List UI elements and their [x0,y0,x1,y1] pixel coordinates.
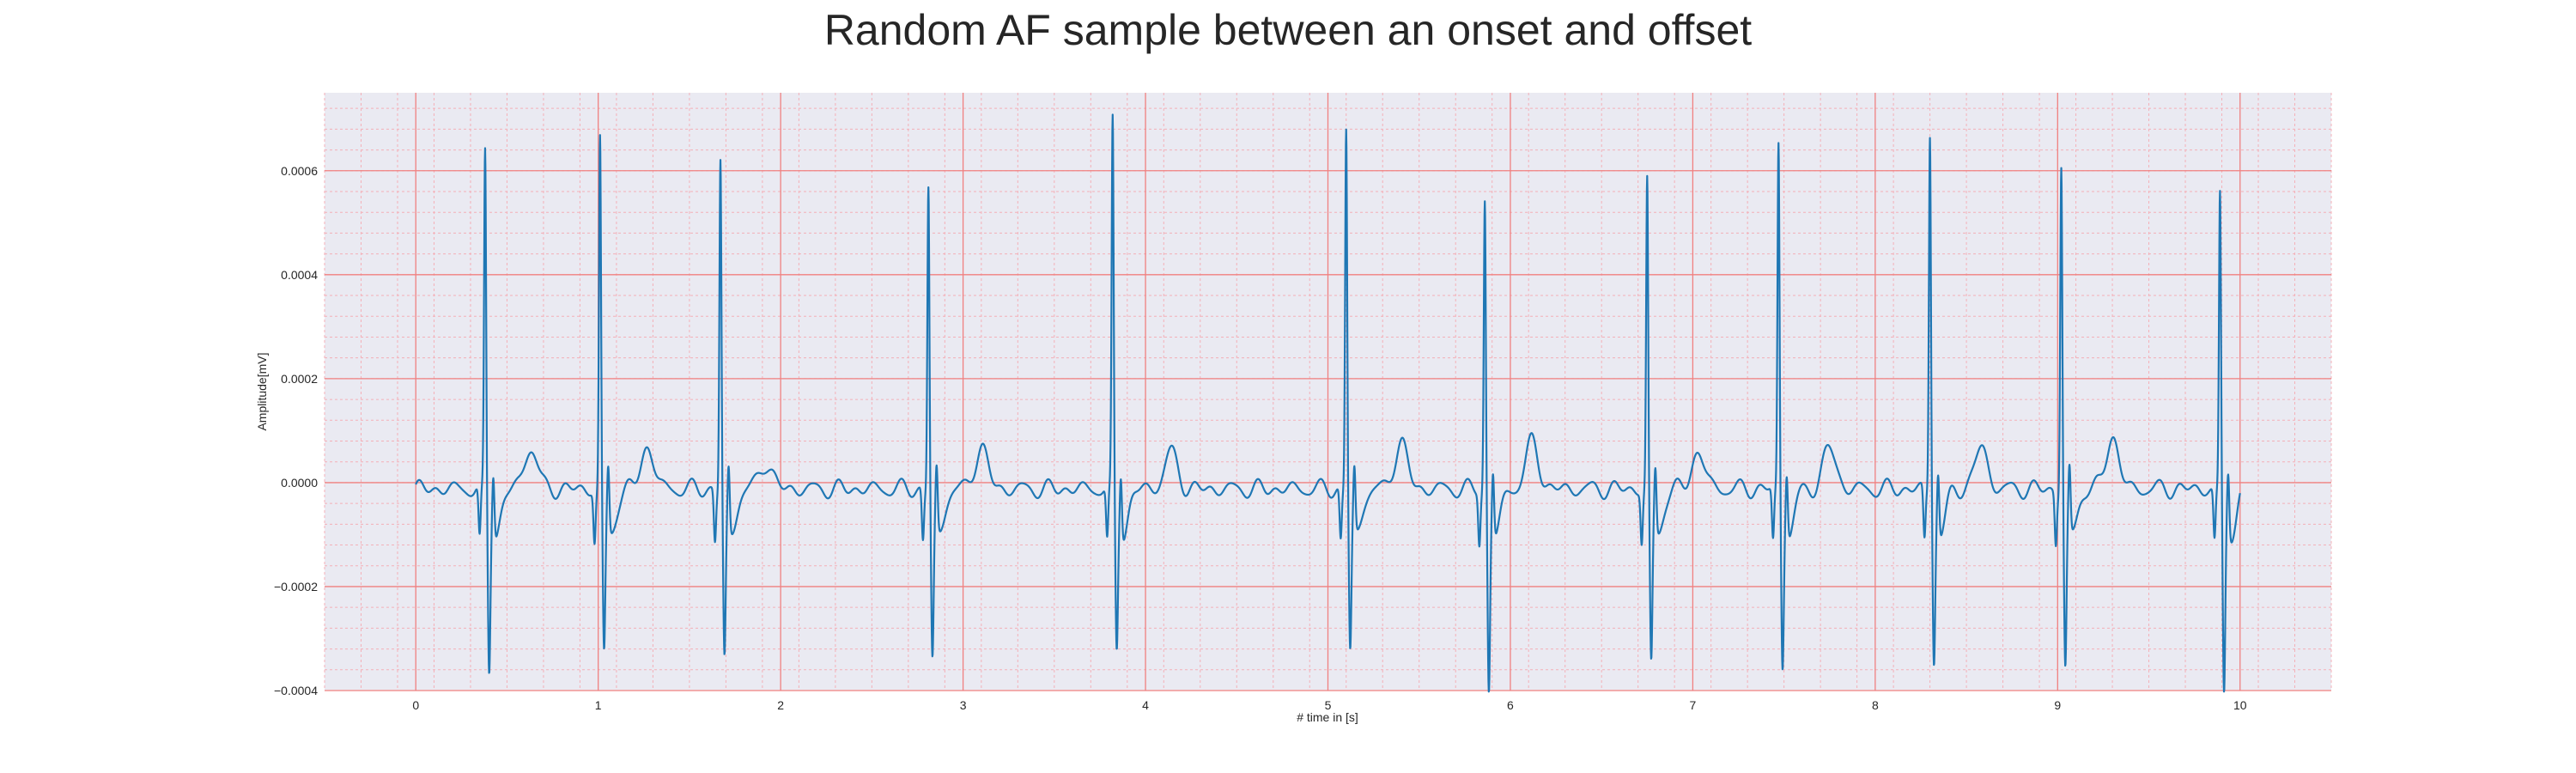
x-tick-label: 4 [1142,698,1149,712]
y-tick-label: −0.0002 [274,580,318,593]
x-tick-label: 2 [777,698,784,712]
y-tick-label: 0.0004 [281,268,318,282]
chart-title: Random AF sample between an onset and of… [823,6,1753,54]
x-axis-ticks: 0 1 2 3 4 5 6 7 8 9 10 [412,698,2246,712]
x-tick-label: 3 [960,698,967,712]
x-axis-label: # time in [s] [1297,710,1358,724]
x-tick-label: 7 [1690,698,1697,712]
y-tick-label: −0.0004 [274,684,318,697]
y-axis-label: Amplitude[mV] [255,352,269,430]
x-tick-label: 8 [1872,698,1879,712]
x-tick-label: 0 [412,698,419,712]
x-tick-label: 6 [1507,698,1514,712]
y-axis-ticks: −0.0004 −0.0002 0.0000 0.0002 0.0004 0.0006 [274,164,318,697]
x-tick-label: 10 [2233,698,2247,712]
y-tick-label: 0.0006 [281,164,318,178]
ecg-signal-line [415,113,2241,693]
x-tick-label: 5 [1325,698,1332,712]
y-tick-label: 0.0002 [281,372,318,386]
minor-grid [324,93,2332,691]
y-tick-label: 0.0000 [281,476,318,490]
x-tick-label: 1 [595,698,602,712]
x-tick-label: 9 [2054,698,2061,712]
